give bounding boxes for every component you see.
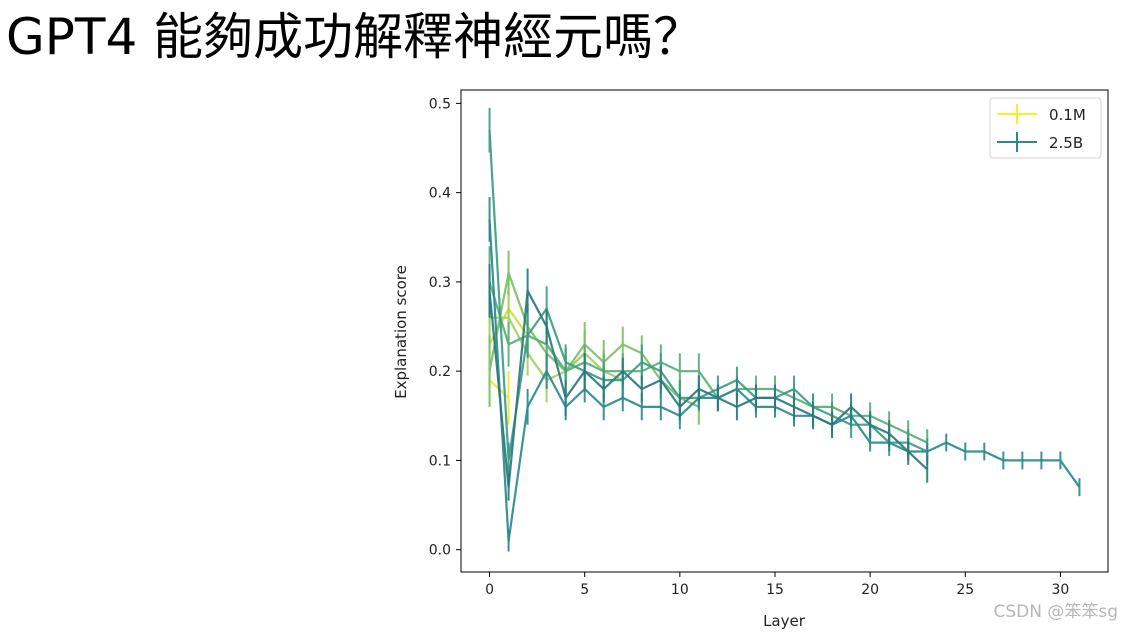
y-tick-label: 0.1 bbox=[429, 453, 451, 469]
watermark: CSDN @笨笨sg bbox=[993, 602, 1118, 622]
series-line bbox=[488, 219, 1081, 542]
x-tick-label: 0 bbox=[485, 582, 494, 598]
y-axis-label: Explanation score bbox=[392, 265, 410, 399]
series-layer bbox=[488, 107, 1081, 552]
series-line bbox=[489, 316, 624, 382]
x-tick-label: 25 bbox=[956, 582, 974, 598]
series-5 bbox=[488, 107, 929, 479]
y-tick-label: 0.5 bbox=[429, 96, 451, 112]
series-7 bbox=[488, 264, 929, 501]
x-tick-label: 30 bbox=[1052, 582, 1070, 598]
y-tick-label: 0.2 bbox=[429, 364, 451, 380]
series-6 bbox=[488, 197, 1081, 552]
plot-frame bbox=[460, 89, 1109, 573]
legend-label: 0.1M bbox=[1049, 106, 1086, 124]
x-tick-label: 10 bbox=[671, 582, 689, 598]
series-line bbox=[488, 289, 928, 489]
legend-label: 2.5B bbox=[1049, 134, 1083, 152]
x-axis-label: Layer bbox=[763, 612, 806, 630]
legend: 0.1M 2.5B bbox=[989, 97, 1102, 159]
axes-layer: 0 5 10 15 20 25 30 0.0 0.1 0.2 0.3 0.4 0.5 bbox=[429, 96, 1070, 598]
slide-title: GPT4 能夠成功解釋神經元嗎？ bbox=[6, 8, 704, 66]
x-tick-label: 5 bbox=[580, 582, 589, 598]
series-line bbox=[488, 281, 928, 444]
series-line bbox=[488, 130, 928, 462]
x-tick-label: 15 bbox=[766, 582, 784, 598]
y-tick-label: 0.4 bbox=[429, 186, 451, 202]
y-tick-label: 0.3 bbox=[429, 275, 451, 291]
y-tick-label: 0.0 bbox=[429, 543, 451, 559]
x-tick-label: 20 bbox=[861, 582, 879, 598]
